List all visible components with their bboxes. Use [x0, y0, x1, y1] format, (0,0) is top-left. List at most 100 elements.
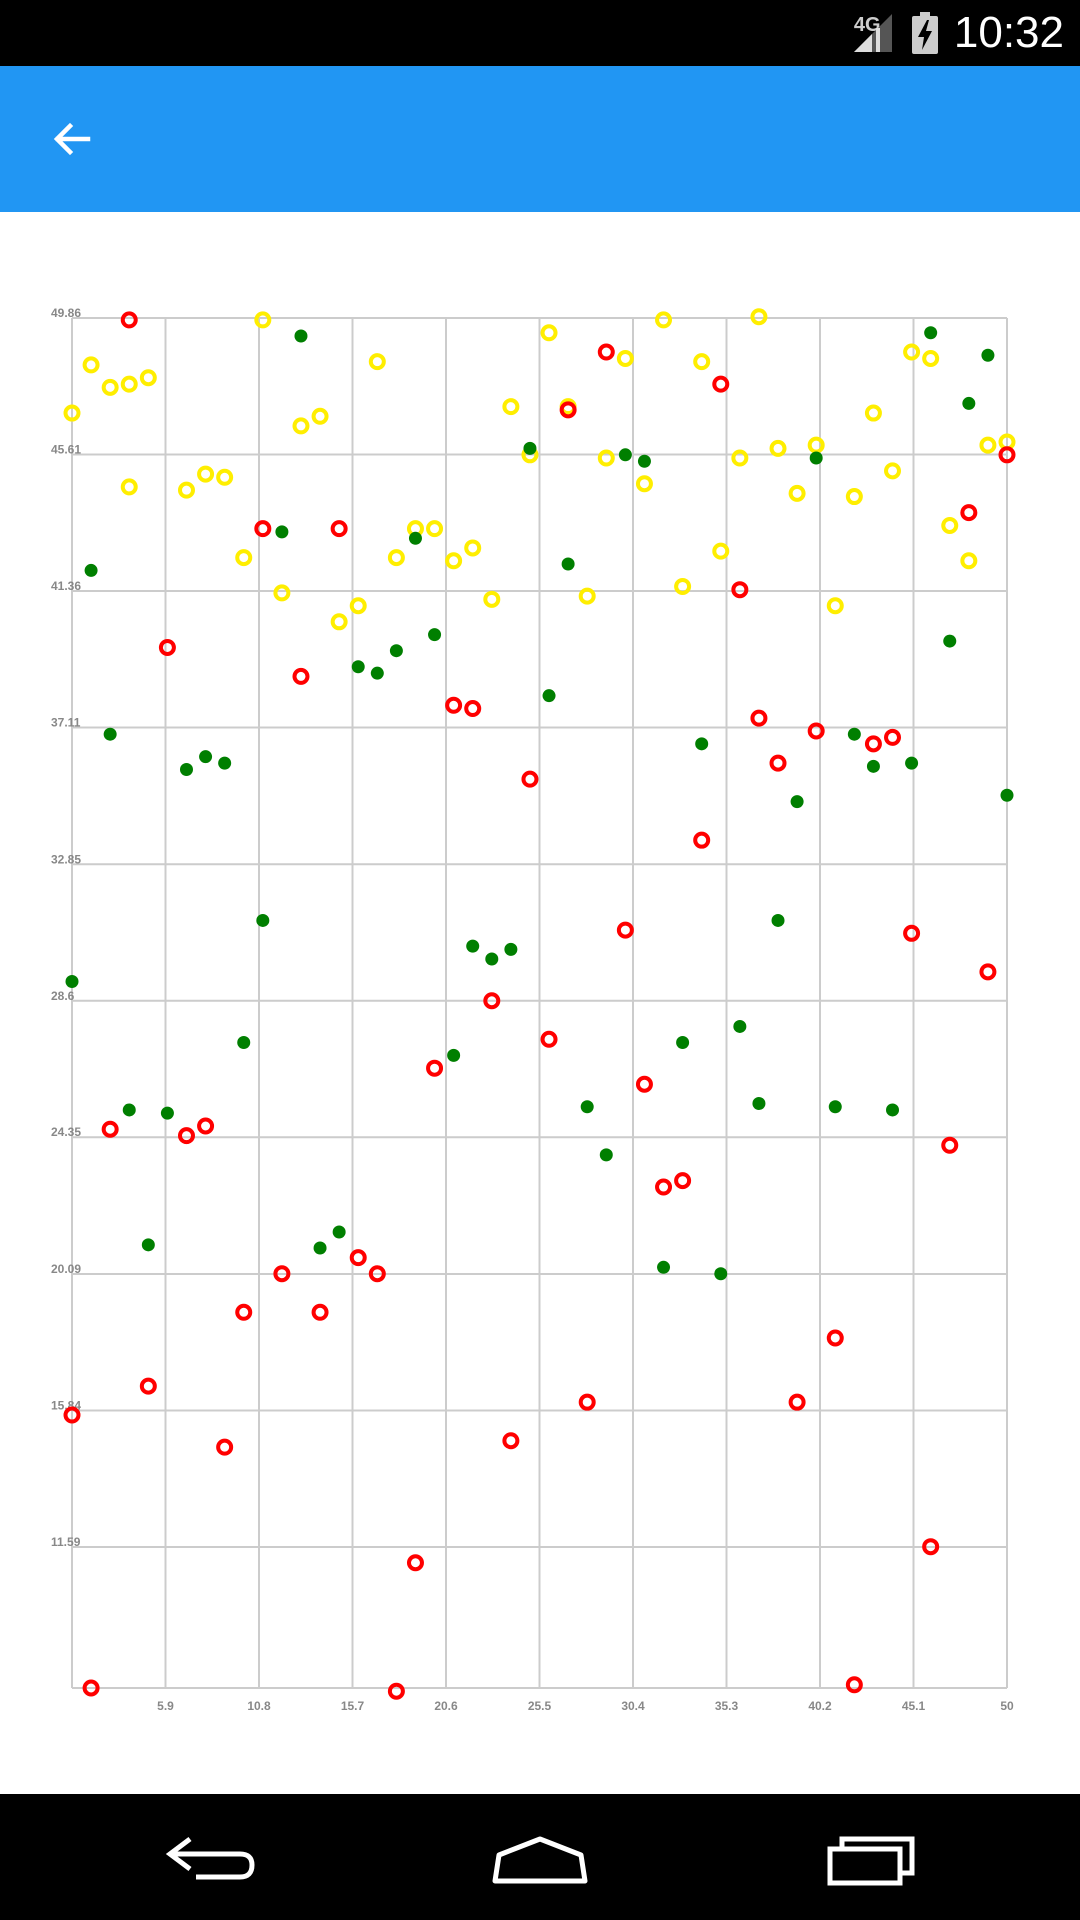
scatter-point-series-2	[485, 953, 498, 966]
scatter-point-series-3	[829, 1331, 842, 1344]
scatter-point-series-2	[905, 757, 918, 770]
scatter-point-series-3	[638, 1078, 651, 1091]
y-tick-label: 45.61	[51, 442, 81, 456]
y-tick-label: 37.11	[51, 715, 81, 729]
scatter-point-series-1	[829, 599, 842, 612]
scatter-point-series-3	[237, 1306, 250, 1319]
scatter-point-series-2	[981, 349, 994, 362]
scatter-point-series-2	[638, 455, 651, 468]
y-tick-label: 11.59	[51, 1535, 81, 1549]
scatter-point-series-1	[676, 580, 689, 593]
scatter-point-series-3	[314, 1306, 327, 1319]
scatter-point-series-2	[848, 728, 861, 741]
status-bar: 4G 10:32	[0, 0, 1080, 66]
scatter-point-series-2	[85, 564, 98, 577]
x-tick-label: 40.2	[808, 1699, 832, 1713]
scatter-point-series-1	[600, 452, 613, 465]
scatter-point-series-3	[562, 403, 575, 416]
scatter-point-series-2	[1001, 789, 1014, 802]
scatter-point-series-1	[428, 522, 441, 535]
scatter-point-series-2	[581, 1100, 594, 1113]
scatter-point-series-3	[390, 1685, 403, 1698]
content-area: 5.9 10.8 15.7 20.6 25.5 30.4 35.3 40.2 45.1 50 11.…	[0, 212, 1080, 1794]
scatter-point-series-2	[218, 757, 231, 770]
battery-charging-icon	[910, 10, 940, 56]
scatter-point-series-2	[466, 940, 479, 953]
scatter-point-series-2	[352, 660, 365, 673]
scatter-point-series-1	[447, 554, 460, 567]
scatter-point-series-1	[886, 464, 899, 477]
scatter-point-series-3	[523, 773, 536, 786]
back-button[interactable]	[36, 103, 108, 175]
nav-back-button[interactable]	[140, 1817, 280, 1897]
scatter-point-series-2	[657, 1261, 670, 1274]
scatter-point-series-1	[466, 541, 479, 554]
scatter-point-series-3	[504, 1434, 517, 1447]
x-tick-label: 5.9	[157, 1699, 174, 1713]
scatter-point-series-3	[123, 313, 136, 326]
scatter-point-series-2	[676, 1036, 689, 1049]
back-icon	[160, 1827, 260, 1887]
scatter-point-series-1	[810, 439, 823, 452]
scatter-point-series-2	[619, 448, 632, 461]
signal-icon: 4G	[850, 10, 896, 56]
scatter-point-series-2	[428, 628, 441, 641]
scatter-point-series-1	[256, 313, 269, 326]
scatter-point-series-2	[810, 452, 823, 465]
x-tick-label: 10.8	[247, 1699, 271, 1713]
scatter-point-series-3	[791, 1396, 804, 1409]
x-tick-label: 50	[1000, 1699, 1014, 1713]
scatter-point-series-2	[123, 1103, 136, 1116]
scatter-point-series-1	[638, 477, 651, 490]
scatter-point-series-1	[714, 545, 727, 558]
x-tick-label: 25.5	[528, 1699, 552, 1713]
scatter-point-series-3	[256, 522, 269, 535]
scatter-point-series-2	[867, 760, 880, 773]
scatter-point-series-2	[333, 1225, 346, 1238]
nav-home-button[interactable]	[470, 1817, 610, 1897]
nav-recents-button[interactable]	[800, 1817, 940, 1897]
scatter-point-series-1	[657, 313, 670, 326]
navigation-bar	[0, 1794, 1080, 1920]
scatter-point-series-1	[218, 471, 231, 484]
scatter-point-series-1	[848, 490, 861, 503]
scatter-point-series-3	[695, 834, 708, 847]
y-tick-label: 24.35	[51, 1125, 81, 1139]
scatter-point-series-2	[390, 644, 403, 657]
scatter-point-series-2	[256, 914, 269, 927]
scatter-point-series-3	[161, 641, 174, 654]
x-tick-label: 15.7	[341, 1699, 365, 1713]
scatter-point-series-1	[943, 519, 956, 532]
scatter-point-series-3	[294, 670, 307, 683]
scatter-point-series-1	[924, 352, 937, 365]
scatter-point-series-1	[180, 484, 193, 497]
scatter-point-series-2	[275, 525, 288, 538]
scatter-point-series-1	[504, 400, 517, 413]
scatter-point-series-1	[581, 590, 594, 603]
home-icon	[485, 1827, 595, 1887]
scatter-point-series-3	[657, 1181, 670, 1194]
y-tick-label: 49.86	[51, 306, 81, 320]
y-tick-label: 41.36	[51, 579, 81, 593]
scatter-point-series-3	[409, 1556, 422, 1569]
scatter-point-series-2	[199, 750, 212, 763]
scatter-point-series-3	[752, 712, 765, 725]
scatter-point-series-1	[104, 381, 117, 394]
scatter-point-series-3	[428, 1062, 441, 1075]
scatter-point-series-2	[180, 763, 193, 776]
scatter-point-series-3	[333, 522, 346, 535]
scatter-point-series-2	[504, 943, 517, 956]
x-tick-label: 45.1	[902, 1699, 926, 1713]
x-tick-label: 35.3	[715, 1699, 739, 1713]
scatter-point-series-2	[695, 737, 708, 750]
scatter-point-series-2	[523, 442, 536, 455]
scatter-point-series-1	[333, 615, 346, 628]
scatter-point-series-1	[352, 599, 365, 612]
scatter-point-series-1	[275, 586, 288, 599]
scatter-point-series-3	[943, 1139, 956, 1152]
scatter-point-series-1	[199, 468, 212, 481]
scatter-point-series-1	[485, 593, 498, 606]
x-tick-label: 20.6	[434, 1699, 458, 1713]
scatter-point-series-1	[962, 554, 975, 567]
scatter-point-series-2	[962, 397, 975, 410]
